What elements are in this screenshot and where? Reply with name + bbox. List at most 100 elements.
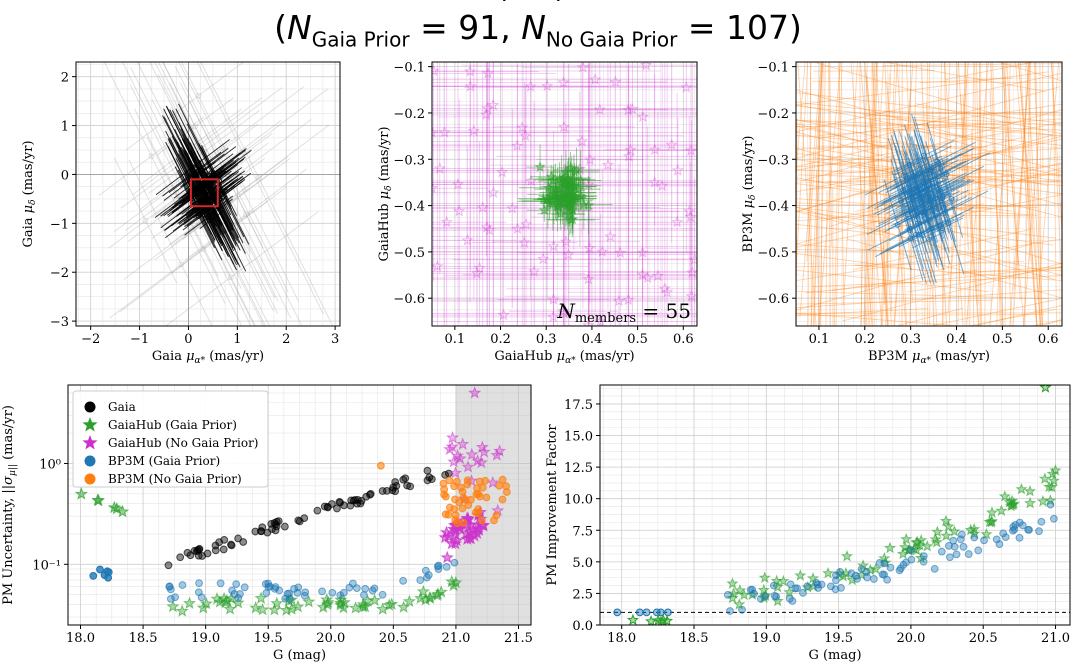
bp3m-noprior-point [809, 62, 1062, 326]
y-tick-label: 2 [61, 71, 69, 86]
bp3m-improvement-point [772, 592, 781, 601]
bp3m-improvement-point [738, 605, 746, 614]
legend-marker [84, 401, 96, 413]
bp3m-noprior-point [796, 62, 926, 326]
gaiahub-noprior-point [567, 62, 697, 326]
gaiahub-noprior-point [471, 81, 578, 326]
bp3m-noprior-uncertainty-point [477, 516, 486, 525]
bp3m-improvement-point [826, 582, 835, 591]
bp3m-noprior-point [915, 62, 1062, 326]
bp3m-noprior-point [812, 62, 1062, 262]
gaiahub-noprior-uncertainty-point [474, 455, 488, 469]
bp3m-improvement-point [785, 594, 794, 603]
x-tick-label: 0.4 [582, 332, 603, 347]
legend-label: BP3M (No Gaia Prior) [108, 472, 242, 486]
gaiahub-prior-uncertainty-point [91, 493, 105, 506]
y-tick-label: −1 [50, 217, 69, 232]
plot-area [76, 62, 340, 326]
bp3m-improvement-point [656, 608, 665, 617]
gaiahub-improvement-point [998, 490, 1011, 502]
bp3m-noprior-point [796, 76, 1033, 326]
x-tick-label: 20.5 [379, 631, 408, 646]
gaia-uncertainty-point [176, 553, 185, 562]
bp3m-improvement-point [950, 542, 959, 551]
x-tick-label: 0.3 [536, 332, 557, 347]
panel-gaia-pm: −2 −1 0 1 2 3 −3 −2 −1 0 1 2 Gaia μα* (mas/yr) Gaia μ… [21, 61, 341, 366]
x-tick-label: 19.5 [824, 631, 853, 646]
gaiahub-noprior-point [432, 62, 507, 326]
gaia-uncertainty-point [351, 495, 360, 504]
bp3m-noprior-point [805, 62, 1062, 326]
bp3m-noprior-point [796, 73, 1053, 303]
bp3m-prior-uncertainty-point [240, 583, 249, 592]
x-tick-label: 19.0 [191, 631, 220, 646]
gaiahub-noprior-point [432, 70, 660, 326]
bp3m-noprior-point [796, 187, 1045, 326]
y-axis-label: Gaia μδ (mas/yr) [21, 140, 38, 247]
bp3m-prior-uncertainty-point [336, 591, 345, 600]
y-tick-label: 10⁻¹ [32, 558, 61, 573]
gaiahub-noprior-uncertainty-point [477, 445, 491, 458]
legend-marker [82, 417, 98, 432]
members-annotation: Nmembers = 55 [556, 299, 691, 326]
plot-area [796, 62, 1062, 326]
gaiahub-noprior-point [432, 99, 680, 324]
gaia-uncertainty-point [389, 483, 398, 492]
gaiahub-prior-uncertainty-point [446, 578, 461, 592]
x-tick-label: 0.3 [900, 332, 921, 347]
x-tick-label: 20.5 [969, 631, 998, 646]
bp3m-improvement-point [919, 552, 928, 561]
gaiahub-noprior-uncertainty-point [450, 533, 464, 547]
bp3m-noprior-point [1029, 161, 1062, 326]
bp3m-noprior-point [945, 62, 1036, 265]
gaiahub-prior-uncertainty-point [382, 598, 396, 611]
gaiahub-noprior-uncertainty-point [448, 466, 463, 479]
bp3m-prior-uncertainty-point [416, 576, 425, 585]
panel-pm-uncertainty: 18.0 18.5 19.0 19.5 20.0 20.5 21.0 21.5 10⁻¹ 10⁰ G… [1, 384, 533, 663]
bp3m-noprior-point [796, 62, 988, 326]
bp3m-noprior-point [796, 62, 1013, 305]
gaiahub-noprior-point [564, 62, 667, 326]
bp3m-prior-uncertainty-point [234, 594, 243, 602]
y-tick-label: −0.4 [757, 200, 789, 215]
y-axis-label: GaiaHub μδ (mas/yr) [377, 126, 394, 261]
gaiahub-noprior-point [532, 62, 668, 326]
gaiahub-noprior-point [432, 62, 697, 326]
bp3m-improvement-point [1015, 518, 1024, 527]
gaiahub-prior-uncertainty-point [402, 594, 416, 608]
gaiahub-prior-point [548, 195, 567, 214]
bp3m-improvement-point [847, 569, 856, 578]
gaiahub-prior-point [545, 178, 587, 213]
bp3m-noprior-point [796, 62, 1062, 326]
gaiahub-noprior-point [580, 62, 697, 326]
bp3m-prior-uncertainty-point [450, 558, 459, 567]
y-tick-label: 1 [61, 120, 69, 135]
gaiahub-improvement-point [910, 536, 923, 548]
gaiahub-noprior-uncertainty-point [445, 430, 460, 444]
gaiahub-improvement-point [839, 566, 853, 579]
y-axis-label: PM Uncertainty, ||σμ|| (mas/yr) [1, 405, 18, 605]
y-tick-label: −0.6 [393, 292, 425, 307]
bp3m-noprior-uncertainty-point [453, 519, 462, 528]
bp3m-noprior-uncertainty-point [463, 476, 472, 485]
y-tick-label: 15.0 [564, 430, 593, 445]
gaia-uncertainty-point [280, 522, 289, 531]
gaiahub-prior-uncertainty-point [267, 602, 281, 616]
bp3m-noprior-point [802, 62, 1062, 326]
gaia-uncertainty-point [340, 501, 348, 510]
gaiahub-prior-uncertainty-point [231, 595, 245, 609]
bp3m-noprior-point [796, 62, 1062, 326]
gaiahub-noprior-uncertainty-point [453, 451, 467, 465]
bp3m-noprior-point [796, 89, 1062, 326]
bp3m-prior-uncertainty-point [271, 583, 280, 591]
bp3m-noprior-point [796, 62, 1062, 326]
zoom-box [189, 178, 219, 208]
gaiahub-improvement-point [1005, 498, 1018, 510]
gaia-uncertainty-point [211, 541, 220, 550]
bp3m-noprior-uncertainty-point [446, 503, 454, 512]
bp3m-prior-uncertainty-point [89, 572, 98, 580]
gaiahub-improvement-point [758, 571, 771, 584]
gaia-uncertainty-point [423, 466, 432, 475]
x-tick-label: 0.1 [445, 332, 466, 347]
bp3m-noprior-uncertainty-point [461, 496, 470, 504]
